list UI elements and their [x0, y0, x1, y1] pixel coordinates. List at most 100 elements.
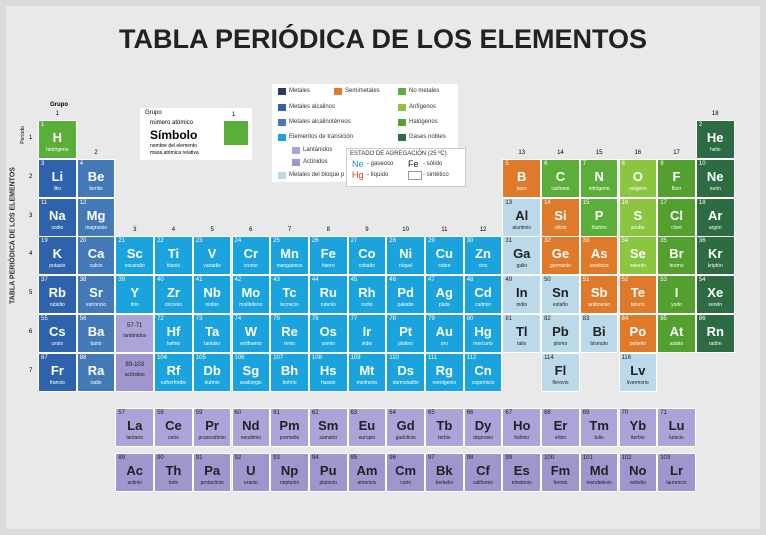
atomic-number: 24: [234, 238, 242, 244]
element-cell: 46 Pd paladio: [386, 275, 425, 314]
state-label: - gaseoso: [367, 161, 394, 167]
atomic-number: 12: [79, 200, 87, 206]
atomic-number: 83: [582, 316, 590, 322]
element-name: kriptón: [707, 263, 723, 269]
element-symbol: Dy: [474, 418, 492, 433]
period-label: 7: [29, 368, 33, 374]
element-name: litio: [53, 186, 62, 192]
element-symbol: Gd: [396, 418, 415, 433]
element-cell: 110 Ds darmstadtio: [386, 353, 425, 392]
atomic-number: 5: [505, 161, 509, 167]
element-symbol: Sg: [242, 363, 260, 378]
element-symbol: At: [669, 324, 684, 339]
atomic-number: 86: [698, 316, 706, 322]
element-name: wolframio: [240, 341, 262, 347]
atomic-number: 13: [505, 200, 513, 206]
atomic-number: 64: [389, 410, 396, 416]
element-cell: 42 Mo molibdeno: [231, 275, 271, 314]
element-cell: 38 Sr estroncio: [76, 275, 116, 314]
element-name: rubidio: [49, 302, 65, 308]
element-cell: 58 Ce cerio: [154, 408, 193, 447]
element-symbol: K: [52, 246, 63, 261]
element-name: protactinio: [200, 480, 224, 486]
state-title: ESTADO DE AGREGACIÓN (25 ºC): [350, 151, 447, 157]
legend-swatch: [278, 134, 286, 141]
atomic-number: 1: [41, 122, 45, 128]
element-cell: 73 Ta tantalio: [192, 314, 232, 353]
element-name: hierro: [321, 263, 335, 269]
element-cell: 100 Fm fermio: [541, 453, 580, 492]
element-symbol: W: [244, 324, 257, 339]
element-symbol: Li: [51, 169, 64, 184]
element-symbol: Th: [165, 463, 182, 478]
element-cell: 50 Sn estaño: [541, 275, 580, 314]
element-name: curio: [400, 480, 412, 486]
element-name: tecnecio: [280, 302, 299, 308]
element-symbol: Ru: [319, 285, 337, 300]
element-cell: 69 Tm tulio: [579, 408, 619, 447]
element-cell: 114 Fl flerovio: [541, 353, 580, 392]
element-name: circonio: [164, 302, 183, 308]
atomic-number: 52: [621, 277, 629, 283]
element-cell: 40 Zr circonio: [154, 275, 193, 314]
element-symbol: Ne: [706, 169, 724, 184]
atomic-number: 106: [234, 355, 245, 361]
element-name: americio: [357, 480, 377, 486]
element-name: bismuto: [590, 341, 608, 347]
group-label: 6: [249, 227, 253, 233]
atomic-number: 74: [234, 316, 242, 322]
element-name: calcio: [89, 263, 103, 269]
element-cell: 67 Ho holmio: [502, 408, 542, 447]
element-name: escandio: [124, 263, 145, 269]
atomic-number: 78: [389, 316, 396, 322]
atomic-number: 108: [311, 355, 322, 361]
element-name: galio: [516, 263, 528, 269]
element-symbol: Y: [130, 285, 140, 300]
atomic-number: 42: [234, 277, 242, 283]
element-symbol: Rb: [48, 285, 67, 300]
atomic-number: 8: [621, 161, 625, 167]
element-symbol: Pa: [204, 463, 221, 478]
element-cell: 103 Lr laurencio: [657, 453, 696, 492]
element-symbol: Eu: [358, 418, 376, 433]
element-name: niobio: [205, 302, 219, 308]
atomic-number: 69: [582, 410, 590, 416]
element-name: telurio: [631, 302, 645, 308]
atomic-number: 45: [350, 277, 358, 283]
element-cell: 96 Cm curio: [386, 453, 425, 492]
element-cell: 84 Po polonio: [618, 314, 658, 353]
element-cell: 94 Pu plutonio: [308, 453, 348, 492]
atomic-number: 112: [466, 355, 477, 361]
element-name: yodo: [671, 302, 682, 308]
element-name: plutonio: [319, 480, 337, 486]
element-cell: 43 Tc tecnecio: [270, 275, 309, 314]
element-symbol: Al: [515, 208, 529, 223]
element-symbol: Ag: [435, 285, 454, 300]
atomic-number: 93: [273, 455, 280, 461]
legend-label: Lantánidos: [303, 147, 333, 153]
element-symbol: Cf: [476, 463, 490, 478]
atomic-number: 89: [118, 455, 126, 461]
atomic-number: 16: [621, 200, 629, 206]
element-symbol: Cs: [49, 324, 66, 339]
atomic-number: 29: [428, 238, 435, 244]
atomic-number: 66: [466, 410, 474, 416]
element-name: erbio: [554, 435, 566, 441]
element-cell: 82 Pb plomo: [541, 314, 580, 353]
element-symbol: Te: [630, 285, 645, 300]
atomic-number: 23: [195, 238, 203, 244]
element-name: cromo: [243, 263, 258, 269]
element-cell: 20 Ca calcio: [76, 236, 116, 275]
element-name: magnesio: [85, 225, 107, 231]
atomic-number: 63: [350, 410, 358, 416]
element-name: fermio: [553, 480, 568, 486]
element-cell: 108 Hs hassio: [308, 353, 348, 392]
legend-label: Halógenos: [409, 119, 438, 125]
element-cell: 13 Al aluminio: [502, 198, 542, 237]
atomic-number: 103: [660, 455, 671, 461]
atomic-number: 48: [466, 277, 474, 283]
